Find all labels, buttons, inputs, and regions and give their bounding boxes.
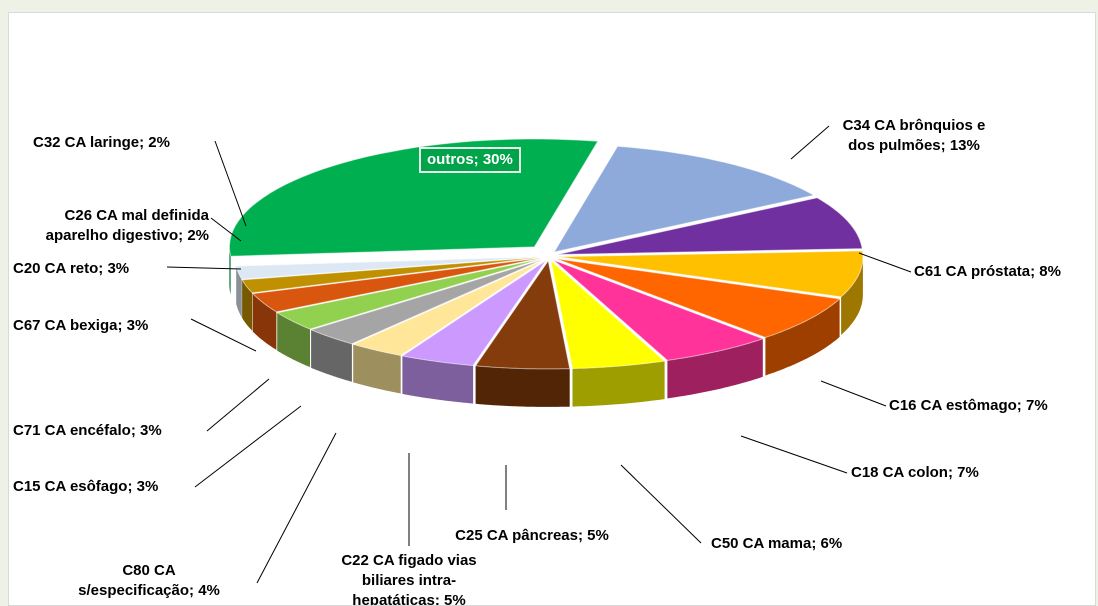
slice	[401, 260, 547, 367]
leader-line	[194, 405, 302, 488]
data-label: C16 CA estômago; 7%	[889, 397, 1048, 414]
data-label: C20 CA reto; 3%	[13, 260, 130, 277]
data-label: C67 CA bexiga; 3%	[13, 317, 149, 334]
slice-side	[236, 266, 242, 318]
slice-side	[277, 312, 310, 368]
chart	[166, 125, 912, 584]
data-label: C25 CA pâncreas; 5%	[455, 527, 609, 544]
chart-panel: C34 CA brônquios e dos pulmões; 13% C61 C…	[8, 12, 1096, 606]
slice-side	[402, 355, 474, 404]
leader-line	[620, 464, 702, 544]
leader-line	[740, 435, 848, 474]
slice-side	[242, 279, 253, 331]
slice	[557, 250, 864, 298]
slice	[251, 257, 541, 313]
slice-side	[252, 293, 277, 350]
slice	[557, 197, 863, 255]
data-label: C34 CA brônquios e dos pulmões; 13%	[842, 117, 986, 154]
leader-line	[256, 432, 337, 584]
slice	[556, 258, 841, 339]
leader-line	[214, 140, 247, 227]
data-label: outros; 30%	[419, 147, 521, 173]
data-label: C18 CA colon; 7%	[851, 464, 979, 481]
slice	[235, 256, 541, 280]
slice	[553, 259, 765, 361]
slice	[550, 259, 666, 370]
leader-line	[210, 217, 242, 242]
leader-line	[190, 318, 257, 352]
slice	[474, 259, 571, 370]
slice-side	[229, 246, 231, 295]
slice	[241, 256, 541, 294]
slice	[228, 138, 599, 257]
slice-side	[353, 344, 401, 394]
slice	[553, 145, 816, 253]
slice	[351, 259, 545, 357]
leader-line	[858, 252, 912, 273]
leader-line	[206, 378, 270, 432]
data-label: C80 CA s/especificação; 4%	[78, 562, 220, 599]
data-label: C32 CA laringe; 2%	[33, 134, 170, 151]
leader-line	[820, 380, 887, 407]
data-label: C50 CA mama; 6%	[711, 535, 843, 552]
slice-side	[311, 329, 352, 382]
slice-side	[667, 338, 763, 399]
slice-side	[765, 298, 840, 376]
data-label: C61 CA próstata; 8%	[914, 263, 1061, 280]
slice	[309, 259, 543, 345]
slice-side	[475, 365, 570, 407]
data-label: C15 CA esôfago; 3%	[13, 478, 159, 495]
leader-line	[166, 266, 242, 270]
slice-side	[841, 256, 863, 335]
data-label: C22 CA figado vias biliares intra- hepat…	[341, 552, 477, 606]
leader-line	[790, 125, 830, 160]
data-label: C71 CA encéfalo; 3%	[13, 422, 162, 439]
slice	[275, 258, 542, 330]
data-label: C26 CA mal definida aparelho digestivo; …	[45, 207, 209, 244]
slice-side	[572, 361, 665, 407]
